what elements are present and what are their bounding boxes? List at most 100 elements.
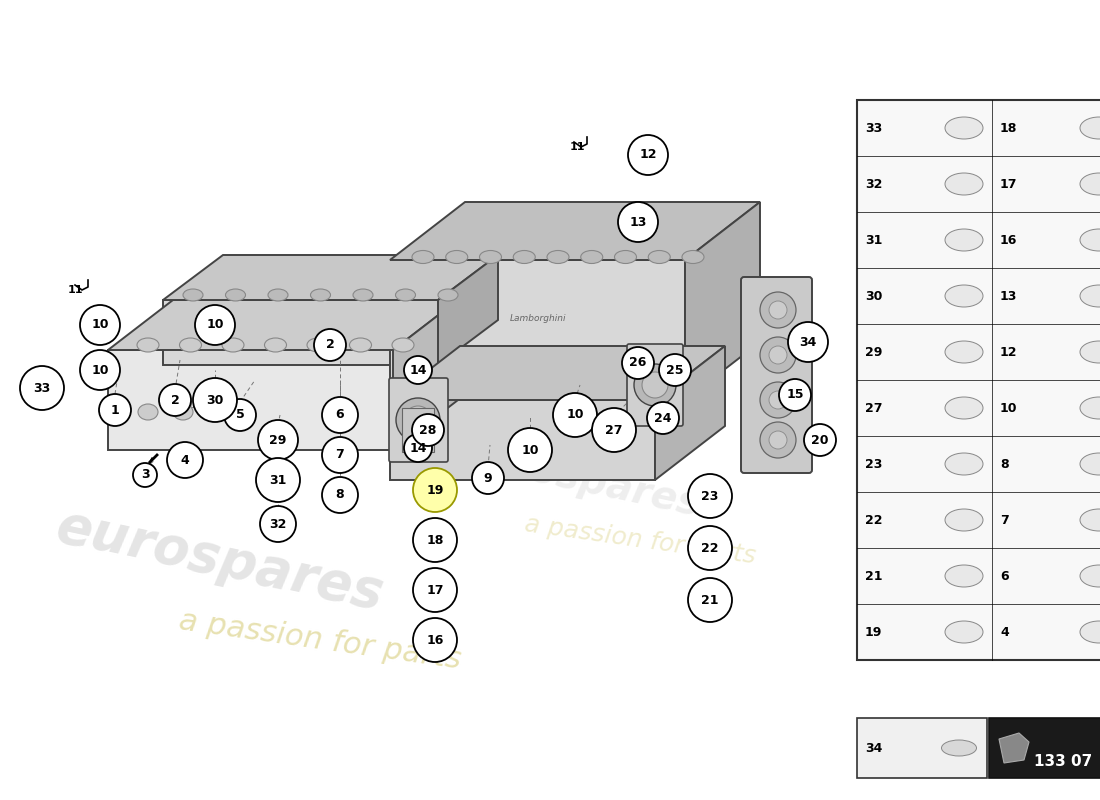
Text: 21: 21	[865, 570, 882, 582]
Ellipse shape	[179, 338, 201, 352]
Polygon shape	[163, 300, 438, 365]
Text: 4: 4	[1000, 626, 1009, 638]
Text: 14: 14	[409, 363, 427, 377]
Text: 7: 7	[1000, 514, 1009, 526]
Text: 32: 32	[270, 518, 287, 530]
Ellipse shape	[1080, 565, 1100, 587]
Text: 10: 10	[1000, 402, 1018, 414]
Ellipse shape	[183, 289, 204, 301]
Circle shape	[760, 382, 796, 418]
Polygon shape	[108, 300, 458, 350]
Text: 23: 23	[865, 458, 882, 470]
Text: 22: 22	[702, 542, 718, 554]
Ellipse shape	[547, 250, 569, 263]
Text: Lamborghini: Lamborghini	[190, 401, 242, 410]
Circle shape	[412, 618, 456, 662]
Circle shape	[621, 347, 654, 379]
Ellipse shape	[396, 289, 416, 301]
Circle shape	[167, 442, 204, 478]
Bar	[857, 718, 987, 778]
Text: 2: 2	[170, 394, 179, 406]
Ellipse shape	[412, 250, 434, 263]
Circle shape	[553, 393, 597, 437]
Polygon shape	[438, 255, 498, 365]
Text: 3: 3	[141, 469, 150, 482]
Text: 22: 22	[865, 514, 882, 526]
Ellipse shape	[268, 289, 288, 301]
Bar	[989, 718, 1100, 778]
Circle shape	[404, 434, 432, 462]
Text: eurospares: eurospares	[52, 500, 388, 620]
Text: a passion for parts: a passion for parts	[177, 606, 463, 674]
Text: 34: 34	[865, 742, 882, 754]
Text: 29: 29	[865, 346, 882, 358]
Text: 133 07: 133 07	[1034, 754, 1092, 769]
Text: 6: 6	[336, 409, 344, 422]
Ellipse shape	[945, 453, 983, 475]
Circle shape	[688, 526, 732, 570]
Circle shape	[508, 428, 552, 472]
Text: 32: 32	[865, 178, 882, 190]
Text: 14: 14	[409, 442, 427, 454]
Polygon shape	[390, 260, 685, 400]
Ellipse shape	[1080, 397, 1100, 419]
Ellipse shape	[945, 621, 983, 643]
Text: 18: 18	[427, 534, 443, 546]
Ellipse shape	[1080, 117, 1100, 139]
Circle shape	[20, 366, 64, 410]
Ellipse shape	[310, 289, 330, 301]
Circle shape	[160, 384, 191, 416]
Ellipse shape	[264, 338, 286, 352]
Circle shape	[647, 402, 679, 434]
Ellipse shape	[1080, 621, 1100, 643]
Circle shape	[688, 578, 732, 622]
Ellipse shape	[307, 338, 329, 352]
Circle shape	[769, 431, 786, 449]
Text: 23: 23	[702, 490, 718, 502]
Circle shape	[133, 463, 157, 487]
Circle shape	[412, 468, 456, 512]
Ellipse shape	[945, 509, 983, 531]
Ellipse shape	[350, 338, 372, 352]
Ellipse shape	[353, 289, 373, 301]
Bar	[857, 100, 1100, 660]
Ellipse shape	[173, 404, 192, 420]
Circle shape	[258, 420, 298, 460]
Circle shape	[412, 518, 456, 562]
Circle shape	[322, 477, 358, 513]
Circle shape	[314, 329, 346, 361]
Text: Lamborghini: Lamborghini	[509, 314, 565, 323]
Text: 10: 10	[91, 363, 109, 377]
Polygon shape	[390, 202, 760, 260]
Ellipse shape	[682, 250, 704, 263]
Circle shape	[779, 379, 811, 411]
Ellipse shape	[1080, 173, 1100, 195]
Circle shape	[659, 354, 691, 386]
Circle shape	[688, 474, 732, 518]
Text: 13: 13	[629, 215, 647, 229]
Ellipse shape	[1080, 285, 1100, 307]
Ellipse shape	[648, 250, 670, 263]
Circle shape	[412, 568, 456, 612]
Circle shape	[256, 458, 300, 502]
Text: 11: 11	[67, 285, 82, 295]
Text: 16: 16	[1000, 234, 1018, 246]
Circle shape	[760, 337, 796, 373]
Circle shape	[769, 346, 786, 364]
Ellipse shape	[138, 338, 160, 352]
Ellipse shape	[222, 338, 244, 352]
Polygon shape	[390, 400, 654, 480]
Text: 1: 1	[111, 403, 120, 417]
Polygon shape	[393, 300, 458, 450]
Circle shape	[769, 391, 786, 409]
Ellipse shape	[615, 250, 637, 263]
Circle shape	[80, 305, 120, 345]
Text: 30: 30	[207, 394, 223, 406]
Ellipse shape	[1080, 341, 1100, 363]
Polygon shape	[390, 346, 725, 400]
Circle shape	[628, 135, 668, 175]
Polygon shape	[685, 202, 760, 400]
Text: 28: 28	[419, 423, 437, 437]
Ellipse shape	[480, 250, 502, 263]
Circle shape	[472, 462, 504, 494]
